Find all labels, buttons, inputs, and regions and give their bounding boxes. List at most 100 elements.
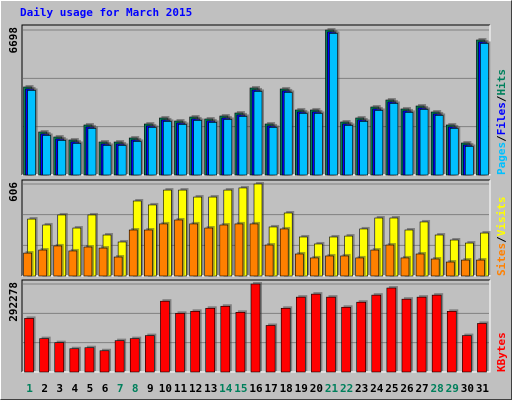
bar (39, 338, 49, 373)
bar (264, 244, 274, 277)
bar (465, 146, 474, 176)
bar (325, 255, 334, 277)
x-tick-label: 1 (26, 382, 33, 395)
bar (298, 113, 308, 176)
bar (24, 318, 34, 373)
y-tick-label: 6698 (7, 27, 20, 54)
bar (283, 92, 293, 176)
x-tick-label: 4 (72, 382, 79, 395)
x-tick-label: 10 (159, 382, 172, 395)
legend-entry: Files (495, 102, 508, 135)
x-tick-label: 17 (264, 382, 277, 395)
bar (295, 296, 306, 373)
bar (235, 312, 246, 373)
bar (477, 323, 487, 373)
legend-entry: Pages (495, 142, 508, 175)
x-tick-label: 14 (219, 382, 233, 395)
x-tick-label: 23 (355, 382, 368, 395)
bar (462, 335, 472, 373)
bar (314, 113, 323, 176)
x-tick-label: 12 (189, 382, 202, 395)
bar (430, 258, 440, 277)
x-tick-label: 26 (400, 382, 414, 395)
x-tick-label: 28 (431, 382, 444, 395)
bar (356, 301, 366, 373)
bar (434, 115, 444, 176)
bar (83, 246, 93, 277)
x-tick-label: 6 (102, 382, 109, 395)
bar (341, 306, 351, 373)
bar (445, 261, 455, 277)
bar (480, 43, 489, 176)
bar (359, 121, 368, 176)
legend: KBytes (495, 332, 508, 372)
x-tick-label: 25 (385, 382, 398, 395)
bar (253, 91, 263, 176)
bar (386, 287, 397, 373)
bar (129, 338, 140, 373)
bar (374, 110, 384, 176)
legend: Sites/Visits (495, 197, 508, 277)
bar (163, 121, 172, 176)
bar (117, 145, 127, 176)
legend: Pages/Files/Hits (495, 69, 508, 175)
bar (54, 342, 65, 373)
bar (385, 244, 395, 277)
bar (69, 348, 80, 373)
y-tick-label: 292278 (7, 282, 20, 322)
bar (204, 227, 214, 277)
bar (404, 112, 414, 176)
x-tick-label: 19 (295, 382, 308, 395)
bar (370, 249, 380, 277)
x-tick-label: 16 (249, 382, 263, 395)
bar (355, 257, 364, 277)
bar (145, 335, 155, 373)
x-tick-label: 15 (234, 382, 247, 395)
bar (326, 296, 336, 373)
bar (102, 145, 112, 176)
bar (311, 293, 321, 373)
y-tick-label: 606 (7, 182, 20, 202)
x-tick-label: 7 (117, 382, 124, 395)
bar (98, 247, 108, 277)
plot-frame-dark (21, 279, 490, 372)
x-tick-label: 21 (325, 382, 339, 395)
bar (449, 128, 459, 176)
bar (431, 294, 442, 373)
bar (268, 127, 278, 176)
bar (113, 256, 123, 277)
bar (238, 116, 248, 176)
x-tick-label: 18 (280, 382, 293, 395)
bar (189, 223, 198, 277)
bar (42, 135, 51, 176)
x-tick-label: 3 (56, 382, 63, 395)
bar (249, 223, 259, 277)
bar (132, 141, 142, 176)
legend-entry: Visits (495, 197, 508, 237)
bar (190, 311, 200, 373)
bar (389, 103, 399, 176)
x-tick-label: 30 (461, 382, 474, 395)
bar (159, 223, 168, 277)
bar (174, 219, 183, 277)
x-tick-label: 22 (340, 382, 353, 395)
x-tick-label: 8 (132, 382, 139, 395)
bar (461, 259, 470, 277)
bar (160, 300, 170, 373)
x-tick-label: 27 (415, 382, 428, 395)
bar (148, 127, 157, 176)
bar (68, 250, 78, 277)
bar (114, 340, 125, 373)
x-tick-label: 13 (204, 382, 217, 395)
bar (415, 253, 425, 277)
bar (310, 257, 319, 277)
bar (401, 298, 412, 373)
bar (99, 350, 110, 373)
bar (175, 313, 185, 373)
bar (223, 119, 233, 176)
bar (72, 143, 82, 176)
bar (294, 253, 304, 277)
bar (144, 229, 153, 277)
